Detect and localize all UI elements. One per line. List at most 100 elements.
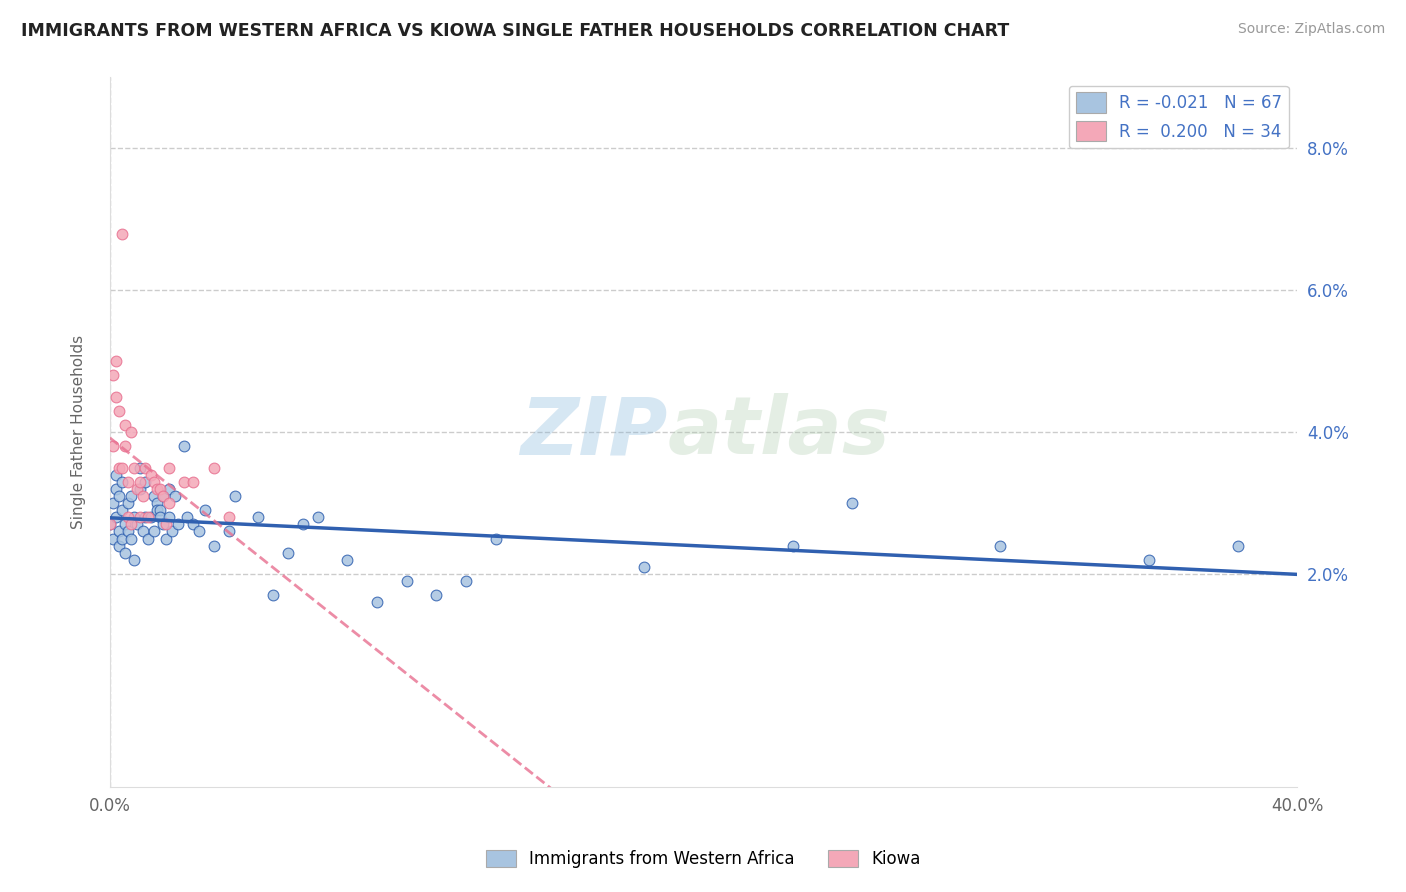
Point [247, 510, 270, 524]
Point [114, 546, 136, 560]
Point [104, 482, 127, 496]
Point [176, 510, 198, 524]
Point [307, 510, 329, 524]
Point [98, 517, 121, 532]
Point [131, 489, 153, 503]
Point [167, 517, 190, 532]
Point [224, 489, 246, 503]
Point [128, 460, 150, 475]
Point [120, 532, 142, 546]
Point [117, 475, 139, 489]
Point [181, 517, 204, 532]
Point [131, 524, 153, 539]
Point [187, 524, 209, 539]
Point [1137, 553, 1160, 567]
Text: IMMIGRANTS FROM WESTERN AFRICA VS KIOWA SINGLE FATHER HOUSEHOLDS CORRELATION CHA: IMMIGRANTS FROM WESTERN AFRICA VS KIOWA … [21, 22, 1010, 40]
Point [157, 496, 180, 510]
Point [218, 524, 240, 539]
Point [122, 510, 145, 524]
Point [107, 524, 129, 539]
Text: atlas: atlas [668, 393, 890, 471]
Point [101, 368, 124, 383]
Point [125, 482, 148, 496]
Point [107, 460, 129, 475]
Point [128, 475, 150, 489]
Point [146, 503, 169, 517]
Point [101, 439, 124, 453]
Point [107, 404, 129, 418]
Point [291, 517, 314, 532]
Point [633, 560, 655, 574]
Point [157, 482, 180, 496]
Point [194, 503, 217, 517]
Point [114, 517, 136, 532]
Point [120, 517, 142, 532]
Point [120, 489, 142, 503]
Point [988, 539, 1011, 553]
Point [107, 539, 129, 553]
Point [117, 524, 139, 539]
Point [134, 475, 156, 489]
Point [104, 354, 127, 368]
Point [143, 524, 166, 539]
Point [155, 532, 177, 546]
Point [117, 510, 139, 524]
Point [104, 467, 127, 482]
Point [138, 532, 160, 546]
Point [111, 475, 134, 489]
Point [111, 227, 134, 241]
Point [155, 517, 177, 532]
Point [173, 439, 195, 453]
Point [395, 574, 418, 588]
Point [485, 532, 508, 546]
Point [98, 517, 121, 532]
Point [128, 510, 150, 524]
Y-axis label: Single Father Households: Single Father Households [72, 335, 86, 529]
Point [173, 475, 195, 489]
Point [111, 503, 134, 517]
Point [336, 553, 359, 567]
Legend: R = -0.021   N = 67, R =  0.200   N = 34: R = -0.021 N = 67, R = 0.200 N = 34 [1069, 86, 1289, 148]
Point [149, 510, 172, 524]
Point [117, 496, 139, 510]
Point [111, 532, 134, 546]
Point [1226, 539, 1249, 553]
Point [262, 588, 284, 602]
Point [160, 524, 183, 539]
Point [104, 510, 127, 524]
Point [181, 475, 204, 489]
Point [141, 510, 163, 524]
Point [157, 510, 180, 524]
Point [152, 489, 174, 503]
Text: ZIP: ZIP [520, 393, 668, 471]
Point [277, 546, 299, 560]
Point [782, 539, 804, 553]
Point [366, 595, 388, 609]
Point [125, 517, 148, 532]
Point [157, 460, 180, 475]
Point [128, 482, 150, 496]
Point [114, 439, 136, 453]
Point [454, 574, 477, 588]
Text: Source: ZipAtlas.com: Source: ZipAtlas.com [1237, 22, 1385, 37]
Point [146, 482, 169, 496]
Legend: Immigrants from Western Africa, Kiowa: Immigrants from Western Africa, Kiowa [479, 843, 927, 875]
Point [111, 460, 134, 475]
Point [202, 460, 225, 475]
Point [146, 496, 169, 510]
Point [141, 467, 163, 482]
Point [152, 517, 174, 532]
Point [114, 418, 136, 433]
Point [122, 460, 145, 475]
Point [165, 489, 187, 503]
Point [138, 510, 160, 524]
Point [218, 510, 240, 524]
Point [122, 553, 145, 567]
Point [152, 489, 174, 503]
Point [134, 510, 156, 524]
Point [202, 539, 225, 553]
Point [134, 460, 156, 475]
Point [107, 489, 129, 503]
Point [101, 496, 124, 510]
Point [104, 390, 127, 404]
